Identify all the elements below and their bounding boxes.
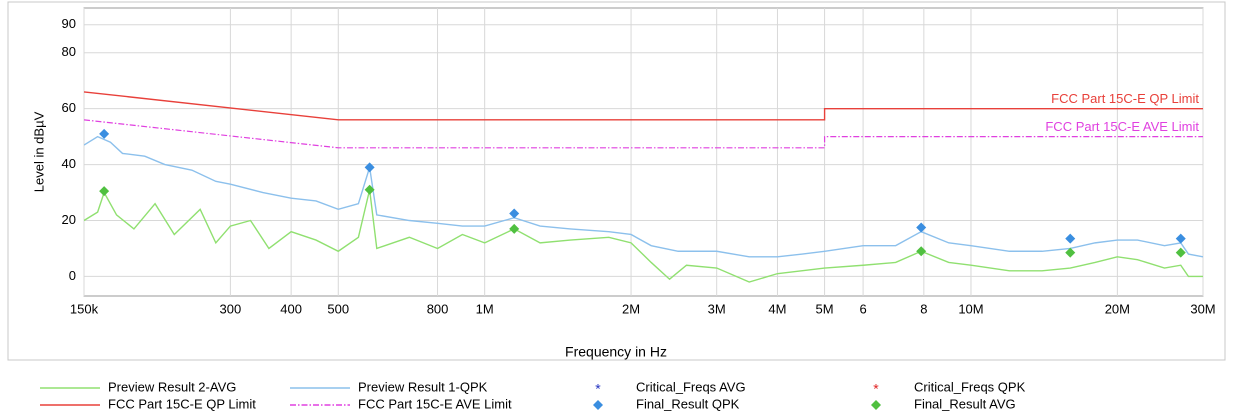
legend-label: Critical_Freqs QPK [914,379,1026,394]
x-tick-label: 1M [476,301,494,316]
y-tick-label: 0 [69,268,76,283]
y-tick-label: 80 [62,44,76,59]
legend-label: Final_Result QPK [636,396,740,411]
y-tick-label: 90 [62,16,76,31]
legend-swatch: * [873,381,879,397]
marker [1175,233,1186,244]
x-tick-label: 5M [816,301,834,316]
x-tick-label: 20M [1105,301,1130,316]
legend-label: Critical_Freqs AVG [636,379,746,394]
legend-swatch [593,400,603,410]
marker [364,162,375,173]
x-tick-label: 300 [220,301,242,316]
marker [1065,247,1076,258]
marker [99,186,110,197]
x-tick-label: 150k [70,301,99,316]
marker [916,246,927,257]
x-tick-label: 500 [327,301,349,316]
annotation: FCC Part 15C-E QP Limit [1051,91,1199,106]
legend-label: FCC Part 15C-E AVE Limit [358,396,512,411]
marker [509,223,520,234]
series-line [84,119,1203,149]
legend-swatch [871,400,881,410]
x-tick-label: 30M [1190,301,1215,316]
y-axis-label: Level in dBµV [31,111,46,192]
marker [916,222,927,233]
series-line [84,189,1203,283]
legend-label: Preview Result 1-QPK [358,379,488,394]
x-tick-label: 8 [920,301,927,316]
y-tick-label: 20 [62,212,76,227]
marker [364,184,375,195]
x-tick-label: 2M [622,301,640,316]
legend-label: FCC Part 15C-E QP Limit [108,396,256,411]
y-tick-label: 40 [62,156,76,171]
x-tick-label: 4M [768,301,786,316]
legend-label: Final_Result AVG [914,396,1016,411]
x-tick-label: 10M [958,301,983,316]
annotation: FCC Part 15C-E AVE Limit [1045,119,1199,134]
y-tick-label: 60 [62,100,76,115]
marker [99,128,110,139]
marker [1175,247,1186,258]
legend-label: Preview Result 2-AVG [108,379,236,394]
x-axis-label: Frequency in Hz [565,344,667,360]
series-line [84,91,1203,121]
marker [1065,233,1076,244]
x-tick-label: 3M [708,301,726,316]
legend-swatch: * [595,381,601,397]
frame [7,1,1226,361]
x-tick-label: 800 [427,301,449,316]
series-line [84,135,1203,258]
marker [509,208,520,219]
x-tick-label: 400 [280,301,302,316]
x-tick-label: 6 [859,301,866,316]
plot-area [83,7,1204,297]
